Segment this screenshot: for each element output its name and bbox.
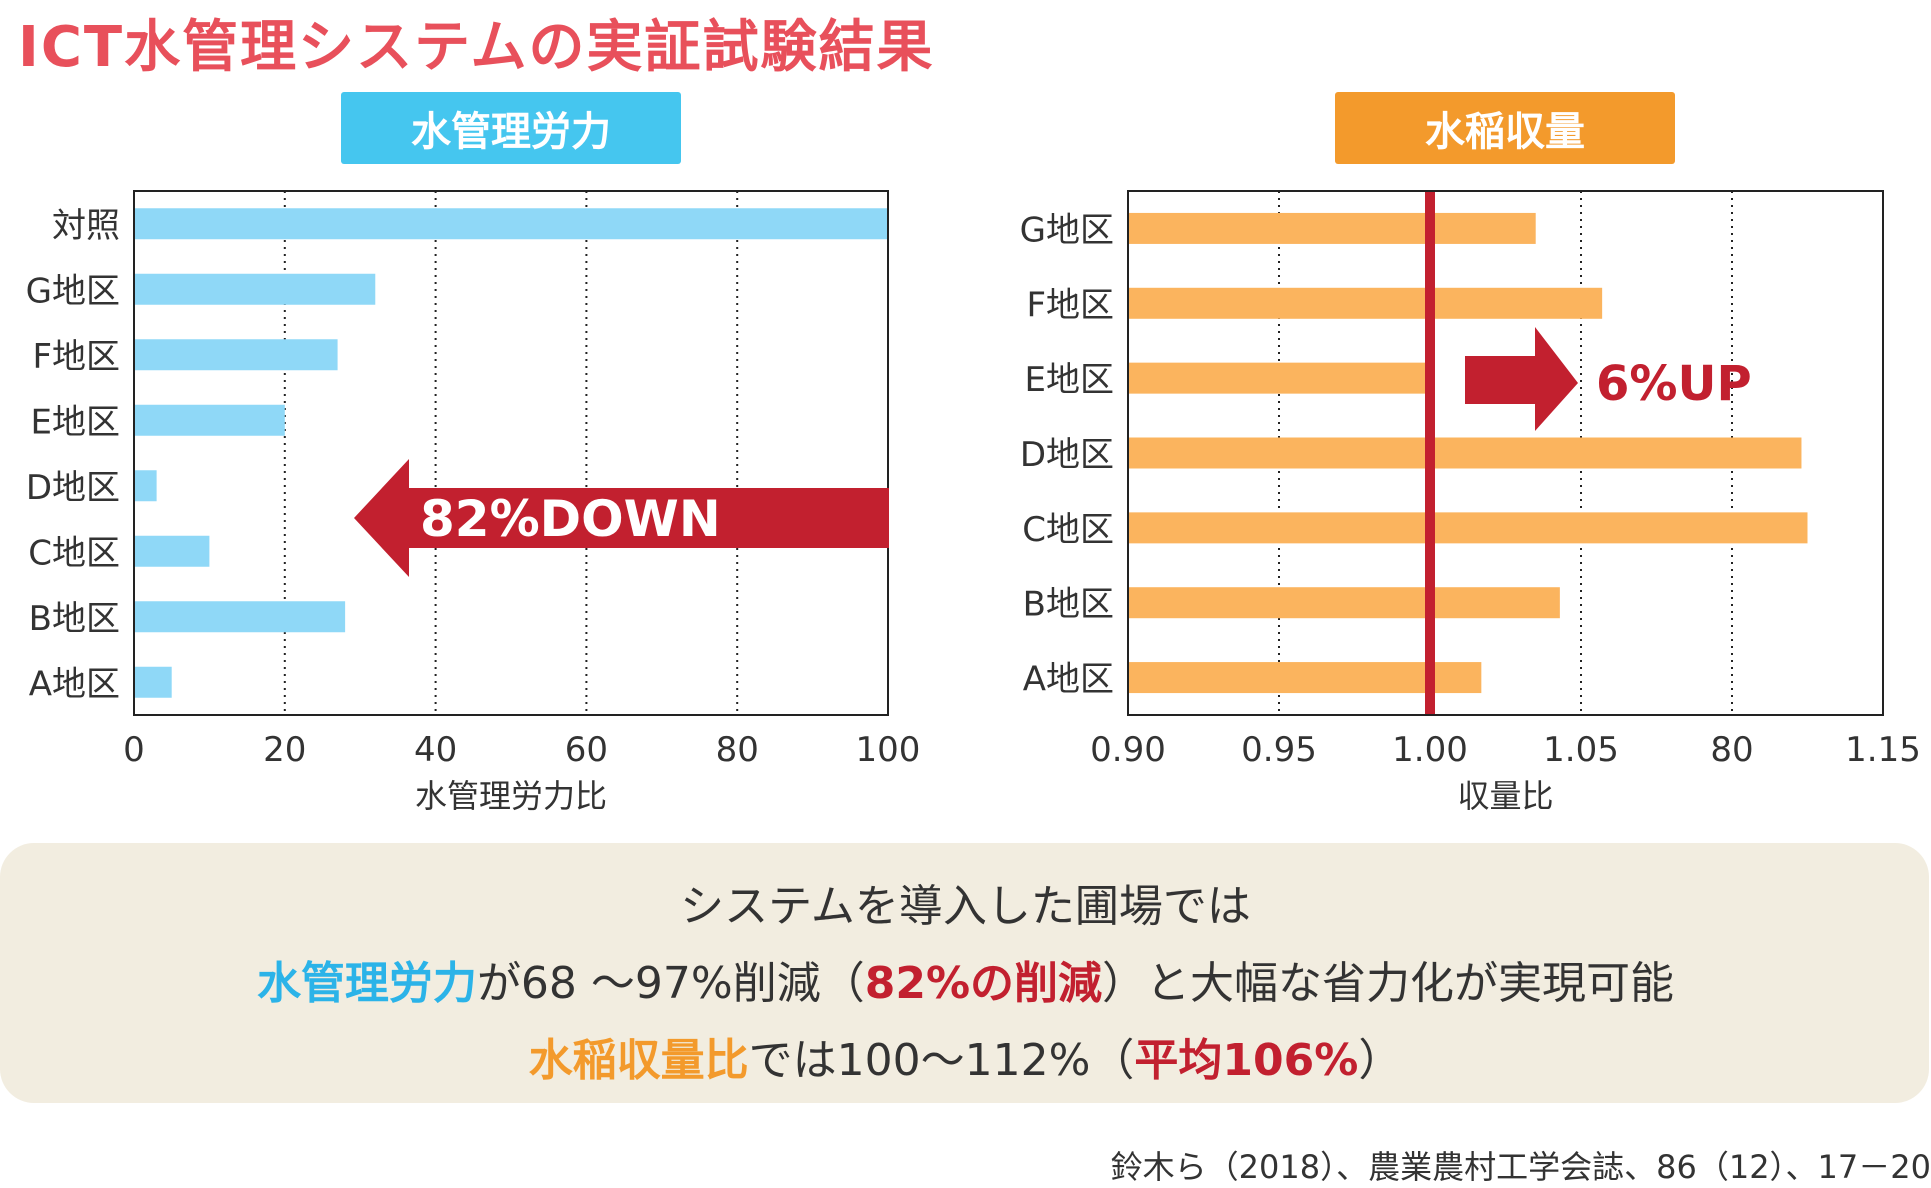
summary-highlight-labor: 水管理労力 <box>256 958 477 1009</box>
labor-category-label: 対照 <box>52 206 120 246</box>
labor-tick-label: 0 <box>123 730 145 770</box>
yield-frame <box>1127 190 1884 716</box>
yield-up-arrow <box>1465 327 1578 431</box>
yield-tick-label: 1.15 <box>1845 730 1921 770</box>
yield-bar-6 <box>1128 662 1482 694</box>
yield-bar-0 <box>1128 212 1536 244</box>
yield-tick-label: 80 <box>1710 730 1753 770</box>
labor-bar-2 <box>134 339 338 371</box>
labor-bar-3 <box>134 404 285 436</box>
labor-category-label: G地区 <box>26 271 120 311</box>
summary-text-3d: ） <box>1358 1035 1403 1086</box>
labor-category-label: B地区 <box>29 599 120 639</box>
summary-line-2: 水管理労力が68 ～97%削減（82%の削減）と大幅な省力化が実現可能 <box>0 947 1931 1011</box>
summary-highlight-yield: 水稲収量比 <box>528 1035 749 1086</box>
yield-tick-label: 1.05 <box>1543 730 1619 770</box>
labor-tick-label: 80 <box>716 730 759 770</box>
yield-bar-1 <box>1128 287 1603 319</box>
summary-box <box>0 843 1929 1103</box>
labor-bar-7 <box>134 666 172 698</box>
summary-text-2b: が68 ～97%削減（ <box>476 958 865 1009</box>
yield-category-label: E地区 <box>1025 360 1114 400</box>
yield-category-label: A地区 <box>1023 660 1114 700</box>
labor-axis-label: 水管理労力比 <box>415 777 607 815</box>
labor-bar-6 <box>134 601 346 633</box>
yield-tick-label: 0.90 <box>1090 730 1166 770</box>
summary-highlight-reduction: 82%の削減 <box>864 958 1103 1009</box>
yield-bar-2 <box>1128 362 1430 394</box>
labor-bar-1 <box>134 273 376 305</box>
yield-category-label: B地区 <box>1023 585 1114 625</box>
yield-category-label: D地区 <box>1020 435 1114 475</box>
yield-category-label: F地区 <box>1026 285 1114 325</box>
yield-axis-label: 収量比 <box>1457 777 1553 815</box>
summary-highlight-average: 平均106% <box>1134 1035 1359 1086</box>
labor-frame <box>133 190 889 716</box>
yield-bar-5 <box>1128 587 1560 619</box>
main-title: ICT水管理システムの実証試験結果 <box>18 15 935 80</box>
summary-text-1: システムを導入した圃場では <box>680 881 1251 932</box>
yield-bar-4 <box>1128 512 1808 544</box>
labor-bar-0 <box>134 208 888 240</box>
summary-line-1: システムを導入した圃場では <box>0 870 1931 934</box>
labor-bar-4 <box>134 470 157 502</box>
labor-tick-label: 20 <box>263 730 306 770</box>
summary-text-2d: ）と大幅な省力化が実現可能 <box>1102 958 1675 1009</box>
labor-annotation: 82%DOWN <box>420 490 721 548</box>
yield-tick-label: 0.95 <box>1241 730 1317 770</box>
yield-category-label: C地区 <box>1022 510 1114 550</box>
labor-category-label: D地区 <box>26 468 120 508</box>
citation: 鈴木ら（2018）、農業農村工学会誌、86（12）、17－20 <box>1110 1148 1931 1186</box>
chart-title-yield: 水稲収量 <box>1335 92 1675 164</box>
yield-bar-3 <box>1128 437 1802 469</box>
labor-down-arrow <box>354 459 889 577</box>
labor-tick-label: 60 <box>565 730 608 770</box>
summary-text-3b: では100～112%（ <box>748 1035 1135 1086</box>
summary-line-3: 水稲収量比では100～112%（平均106%） <box>0 1024 1931 1088</box>
yield-annotation: 6%UP <box>1596 356 1752 412</box>
labor-category-label: C地区 <box>28 533 120 573</box>
labor-category-label: E地区 <box>31 402 120 442</box>
labor-category-label: F地区 <box>32 337 120 377</box>
labor-bar-5 <box>134 535 210 567</box>
labor-tick-label: 100 <box>856 730 921 770</box>
chart-title-labor: 水管理労力 <box>341 92 681 164</box>
yield-category-label: G地区 <box>1020 210 1114 250</box>
yield-tick-label: 1.00 <box>1392 730 1468 770</box>
labor-tick-label: 40 <box>414 730 457 770</box>
labor-category-label: A地区 <box>29 664 120 704</box>
